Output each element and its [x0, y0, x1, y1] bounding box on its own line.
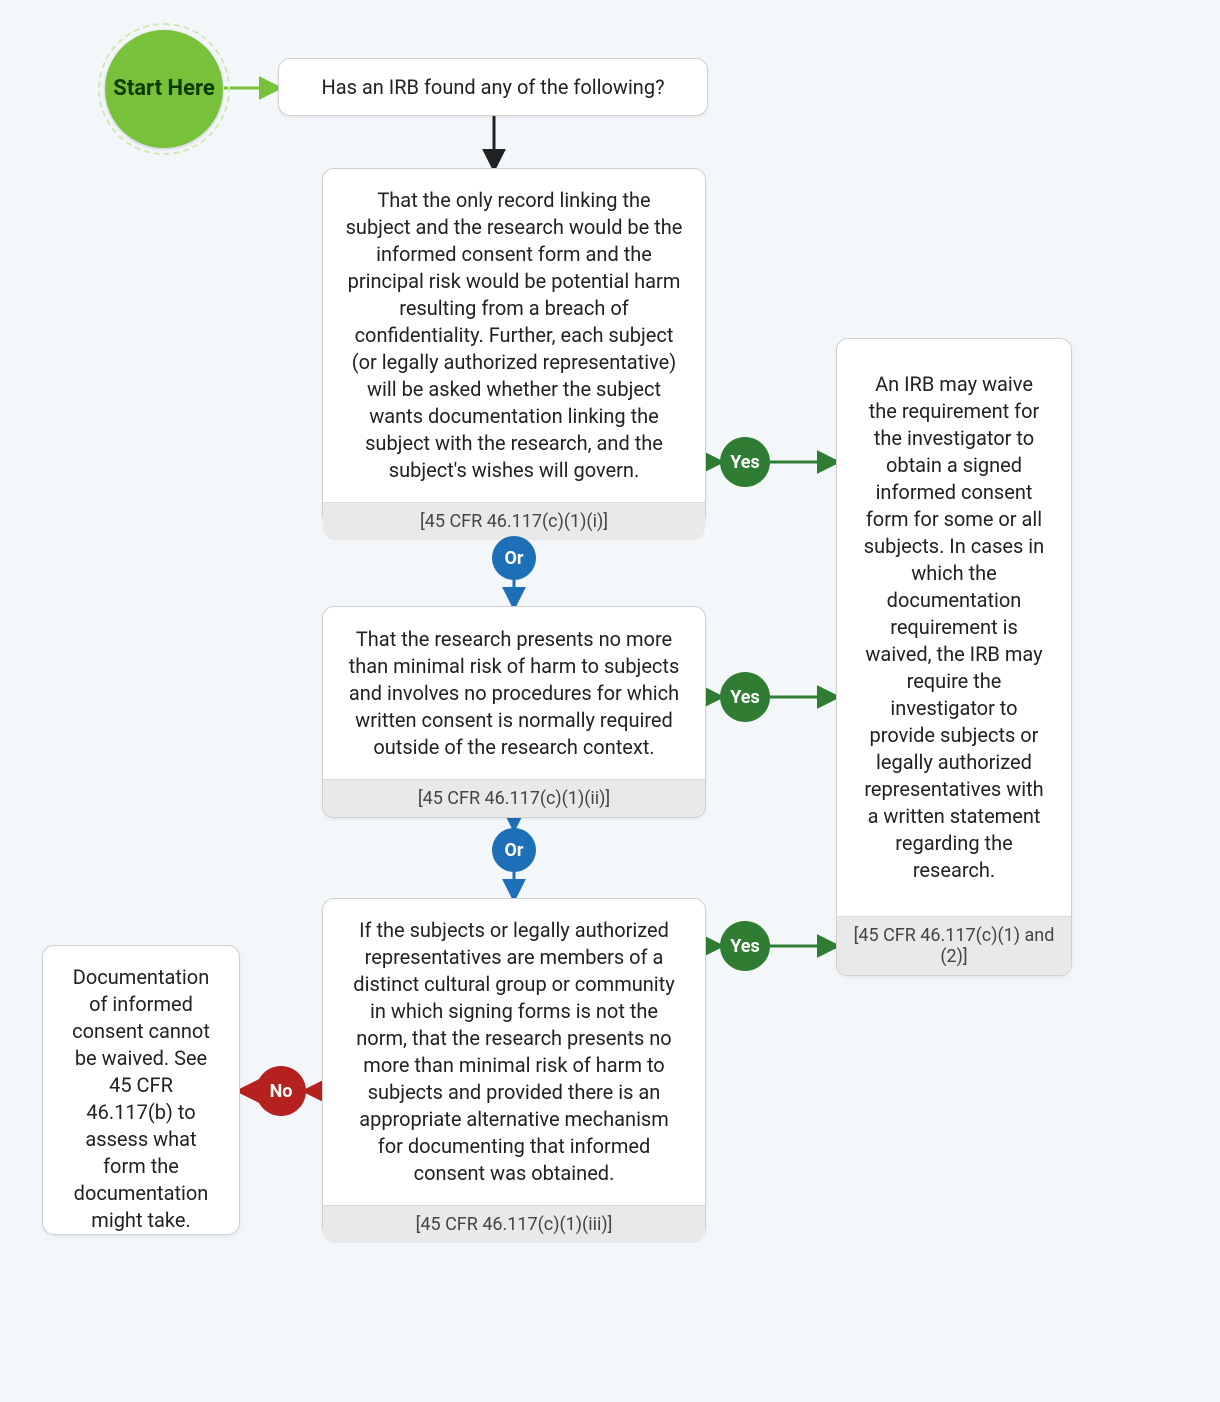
or-connector-2: Or — [492, 828, 536, 872]
outcome-waiver-citation: [45 CFR 46.117(c)(1) and (2)] — [837, 916, 1071, 975]
criterion-2-citation: [45 CFR 46.117(c)(1)(ii)] — [323, 779, 705, 817]
outcome-waiver-node: An IRB may waive the requirement for the… — [836, 338, 1072, 976]
yes-connector-2: Yes — [720, 672, 770, 722]
criterion-1-citation: [45 CFR 46.117(c)(1)(i)] — [323, 502, 705, 540]
outcome-waiver-text: An IRB may waive the requirement for the… — [837, 339, 1071, 916]
no-label: No — [270, 1081, 293, 1102]
criterion-node-2: That the research presents no more than … — [322, 606, 706, 818]
outcome-no-waiver-text: Documentation of informed consent cannot… — [43, 946, 239, 1252]
outcome-no-waiver-node: Documentation of informed consent cannot… — [42, 945, 240, 1235]
criterion-2-text: That the research presents no more than … — [323, 607, 705, 779]
criterion-1-text: That the only record linking the subject… — [323, 169, 705, 502]
yes-label: Yes — [730, 452, 760, 473]
question-node: Has an IRB found any of the following? — [278, 58, 708, 116]
yes-label: Yes — [730, 687, 760, 708]
criterion-node-1: That the only record linking the subject… — [322, 168, 706, 526]
criterion-3-citation: [45 CFR 46.117(c)(1)(iii)] — [323, 1205, 705, 1243]
question-text: Has an IRB found any of the following? — [279, 59, 707, 115]
flowchart-stage: Start Here Has an IRB found any of the f… — [0, 0, 1220, 1402]
start-here-label: Start Here — [113, 77, 214, 101]
yes-connector-3: Yes — [720, 921, 770, 971]
no-connector-1: No — [256, 1066, 306, 1116]
or-connector-1: Or — [492, 536, 536, 580]
or-label: Or — [504, 548, 523, 569]
or-label: Or — [504, 840, 523, 861]
yes-label: Yes — [730, 936, 760, 957]
criterion-3-text: If the subjects or legally authorized re… — [323, 899, 705, 1205]
criterion-node-3: If the subjects or legally authorized re… — [322, 898, 706, 1238]
yes-connector-1: Yes — [720, 437, 770, 487]
start-here-badge: Start Here — [105, 30, 223, 148]
